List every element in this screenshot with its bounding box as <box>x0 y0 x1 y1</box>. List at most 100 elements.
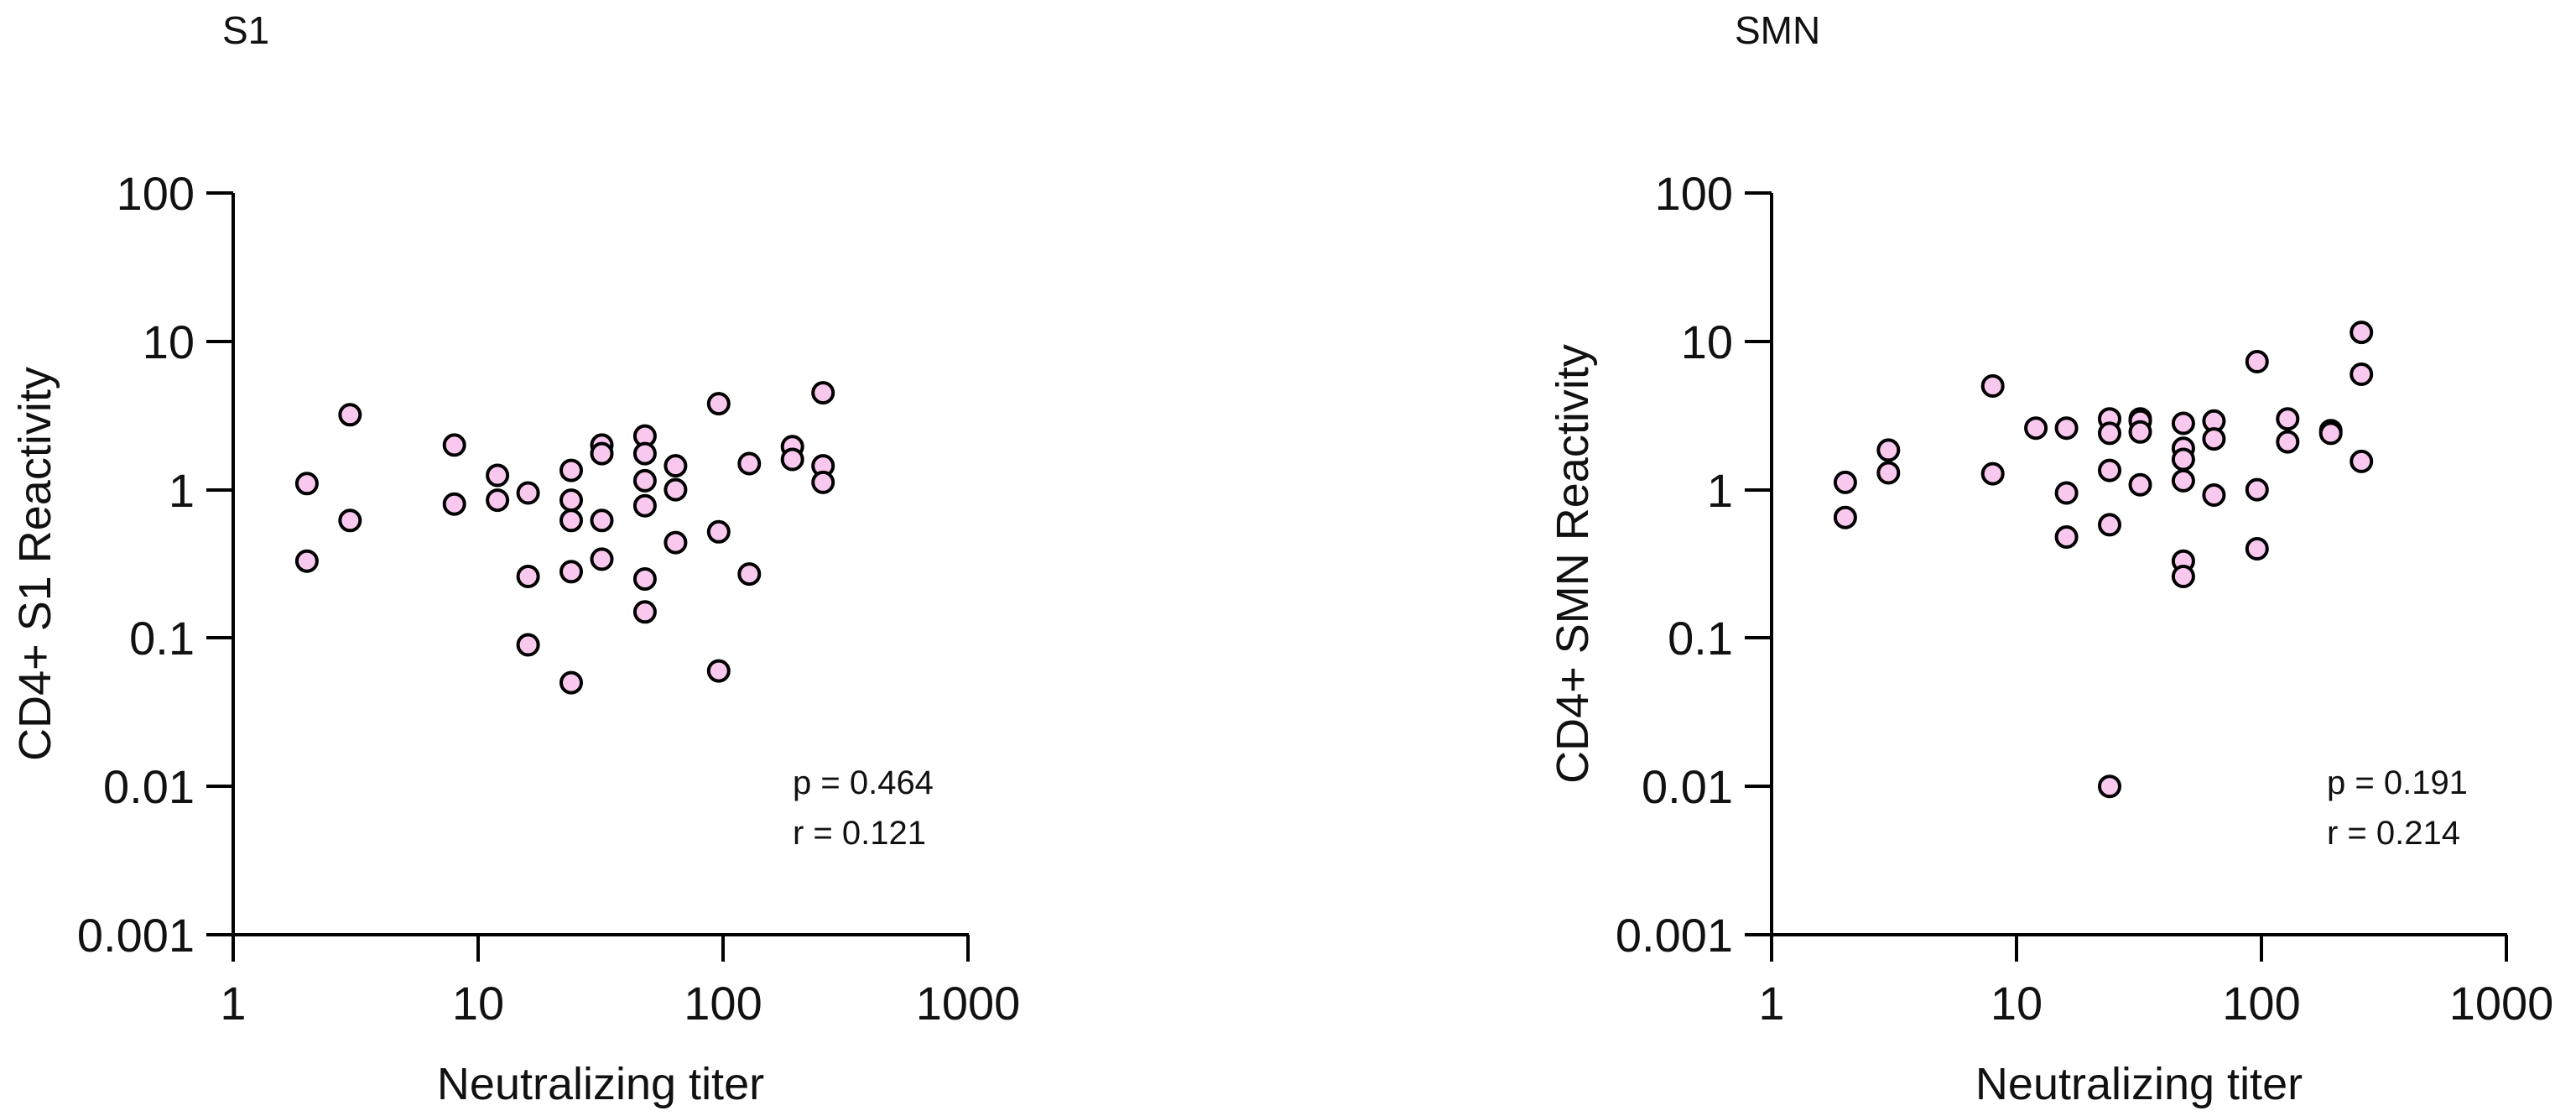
data-point <box>664 477 688 502</box>
data-point <box>294 472 319 496</box>
data-point <box>2350 321 2374 345</box>
y-tick-label: 0.001 <box>77 909 195 962</box>
data-point <box>2350 362 2374 386</box>
data-point <box>811 381 835 405</box>
data-point <box>2245 537 2269 561</box>
x-axis-label: Neutralizing titer <box>1975 1059 2303 1109</box>
data-point <box>590 547 614 571</box>
data-points <box>294 381 835 695</box>
data-point <box>664 454 688 478</box>
y-axis-label: CD4+ SMN Reactivity <box>1548 344 1598 784</box>
panel-title: SMN <box>1735 8 1820 52</box>
data-point <box>706 519 731 544</box>
data-point <box>632 600 657 624</box>
p-value-annotation: p = 0.464 <box>793 764 934 801</box>
data-point <box>1876 461 1901 485</box>
data-point <box>2171 447 2195 472</box>
data-point <box>2098 513 2121 537</box>
data-point <box>2128 472 2152 497</box>
y-tick-label: 0.01 <box>1642 760 1733 813</box>
data-point <box>1833 505 1857 529</box>
y-tick-label: 0.1 <box>1668 612 1733 665</box>
data-point <box>1876 438 1901 462</box>
data-point <box>2245 350 2269 373</box>
data-point <box>590 441 614 466</box>
y-tick-label: 100 <box>1655 167 1733 220</box>
data-point <box>486 463 510 488</box>
data-point <box>2276 407 2300 431</box>
x-tick-label: 1000 <box>2449 977 2554 1030</box>
r-value-annotation: r = 0.121 <box>793 815 926 852</box>
data-point <box>2098 774 2121 799</box>
data-point <box>2054 481 2079 505</box>
data-point <box>1980 374 2005 398</box>
x-tick-label: 1000 <box>916 977 1021 1030</box>
y-tick-label: 1 <box>169 464 195 517</box>
data-point <box>2054 525 2079 549</box>
data-point <box>2171 468 2195 493</box>
data-point <box>294 549 319 573</box>
data-points <box>1833 321 2374 799</box>
data-point <box>338 508 362 533</box>
x-tick-label: 1 <box>220 977 246 1030</box>
data-point <box>737 562 762 587</box>
data-point <box>338 403 362 427</box>
data-point <box>559 458 583 482</box>
data-point <box>706 659 731 683</box>
data-point <box>2098 458 2121 482</box>
y-tick-label: 100 <box>117 167 195 220</box>
data-point <box>559 488 583 513</box>
data-point <box>516 633 540 657</box>
data-point <box>2276 430 2300 454</box>
y-axis-label: CD4+ S1 Reactivity <box>10 367 60 761</box>
r-value-annotation: r = 0.214 <box>2327 815 2460 852</box>
x-tick-label: 100 <box>684 977 762 1030</box>
x-tick-label: 10 <box>452 977 504 1030</box>
data-point <box>2171 565 2195 588</box>
data-point <box>2098 421 2121 446</box>
data-point <box>559 560 583 584</box>
data-point <box>632 468 657 493</box>
data-point <box>780 447 804 472</box>
data-point <box>516 481 540 505</box>
data-point <box>516 565 540 588</box>
data-point <box>1833 470 1857 494</box>
data-point <box>632 493 657 518</box>
y-tick-label: 0.001 <box>1616 909 1733 962</box>
data-point <box>2128 420 2152 444</box>
panel-s1: S1 100 10 1 0.1 0.01 0.001 1 10 100 1000… <box>10 8 1020 1109</box>
data-point <box>737 451 762 476</box>
x-axis-label: Neutralizing titer <box>437 1059 764 1109</box>
data-point <box>2350 449 2374 473</box>
data-point <box>706 392 731 416</box>
data-point <box>2054 416 2079 441</box>
data-point <box>1980 462 2005 486</box>
data-point <box>442 433 466 457</box>
y-tick-label: 0.1 <box>129 612 195 665</box>
y-tick-label: 10 <box>143 316 195 368</box>
y-tick-label: 1 <box>1707 464 1733 517</box>
y-tick-label: 0.01 <box>103 760 195 813</box>
p-value-annotation: p = 0.191 <box>2327 764 2468 801</box>
data-point <box>2202 483 2226 507</box>
data-point <box>2171 411 2195 435</box>
data-point <box>2318 421 2343 446</box>
x-tick-label: 100 <box>2222 977 2300 1030</box>
data-point <box>632 567 657 591</box>
x-tick-label: 10 <box>1991 977 2043 1030</box>
data-point <box>559 508 583 533</box>
panel-title: S1 <box>222 8 269 52</box>
data-point <box>559 670 583 695</box>
data-point <box>811 470 835 494</box>
data-point <box>2245 477 2269 502</box>
y-tick-label: 10 <box>1681 316 1733 368</box>
data-point <box>664 530 688 555</box>
data-point <box>590 508 614 533</box>
x-tick-label: 1 <box>1758 977 1784 1030</box>
data-point <box>632 441 657 466</box>
panel-smn: SMN 100 10 1 0.1 0.01 0.001 1 10 100 100… <box>1548 8 2553 1109</box>
data-point <box>442 492 466 516</box>
data-point <box>486 488 510 513</box>
data-point <box>2024 416 2048 441</box>
